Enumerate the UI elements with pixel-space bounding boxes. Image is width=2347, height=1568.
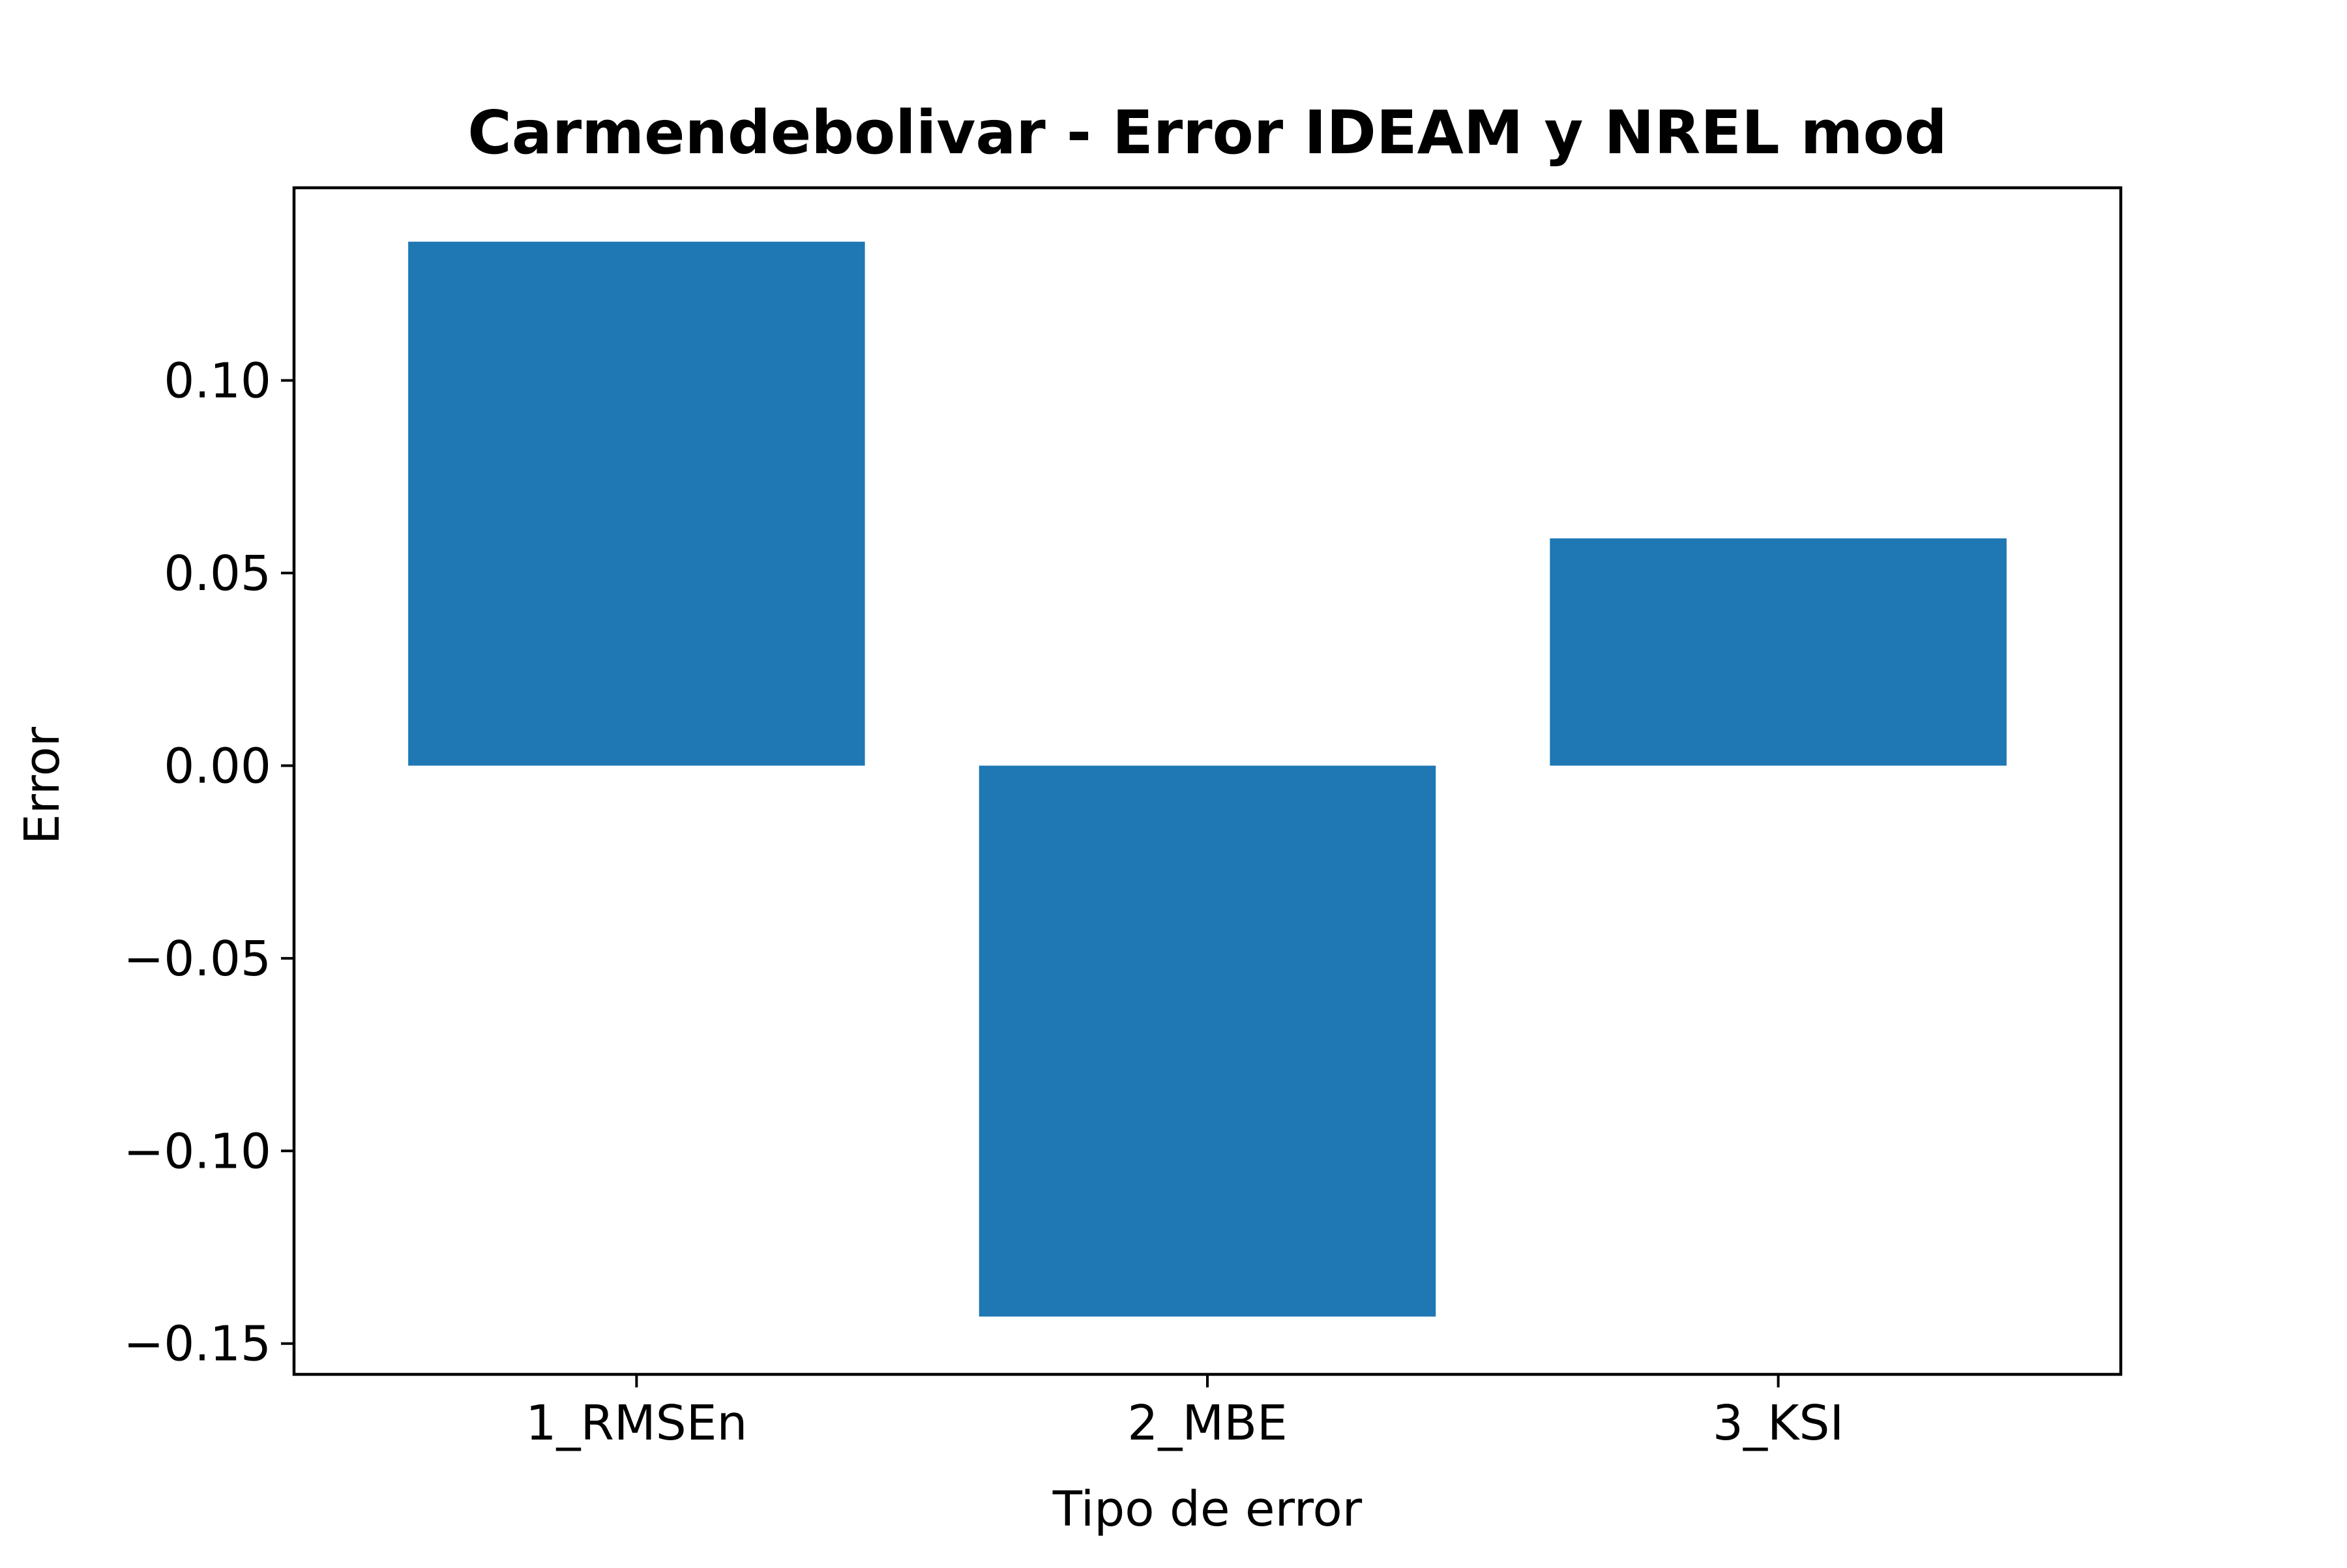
y-tick-label: −0.10: [123, 1123, 271, 1179]
bars-group: [408, 241, 2007, 1317]
y-tick-label: 0.00: [164, 738, 271, 794]
x-axis: 1_RMSEn 2_MBE 3_KSI: [525, 1374, 1844, 1451]
y-axis: 0.10 0.05 0.00 −0.05 −0.10 −0.15: [123, 353, 294, 1372]
y-tick-label: 0.05: [164, 546, 271, 602]
x-tick-label: 1_RMSEn: [525, 1395, 747, 1451]
x-axis-label: Tipo de error: [1052, 1481, 1363, 1537]
x-tick-label: 2_MBE: [1127, 1395, 1287, 1451]
y-tick-label: −0.15: [123, 1316, 271, 1372]
x-tick-label: 3_KSI: [1713, 1395, 1844, 1451]
y-tick-label: 0.10: [164, 353, 271, 409]
bar-1_RMSEn: [408, 241, 865, 766]
bar-2_MBE: [979, 765, 1436, 1317]
chart-title: Carmendebolivar - Error IDEAM y NREL mod: [467, 98, 1947, 168]
bar-3_KSI: [1550, 538, 2007, 766]
y-axis-label: Error: [14, 726, 70, 844]
y-tick-label: −0.05: [123, 931, 271, 987]
